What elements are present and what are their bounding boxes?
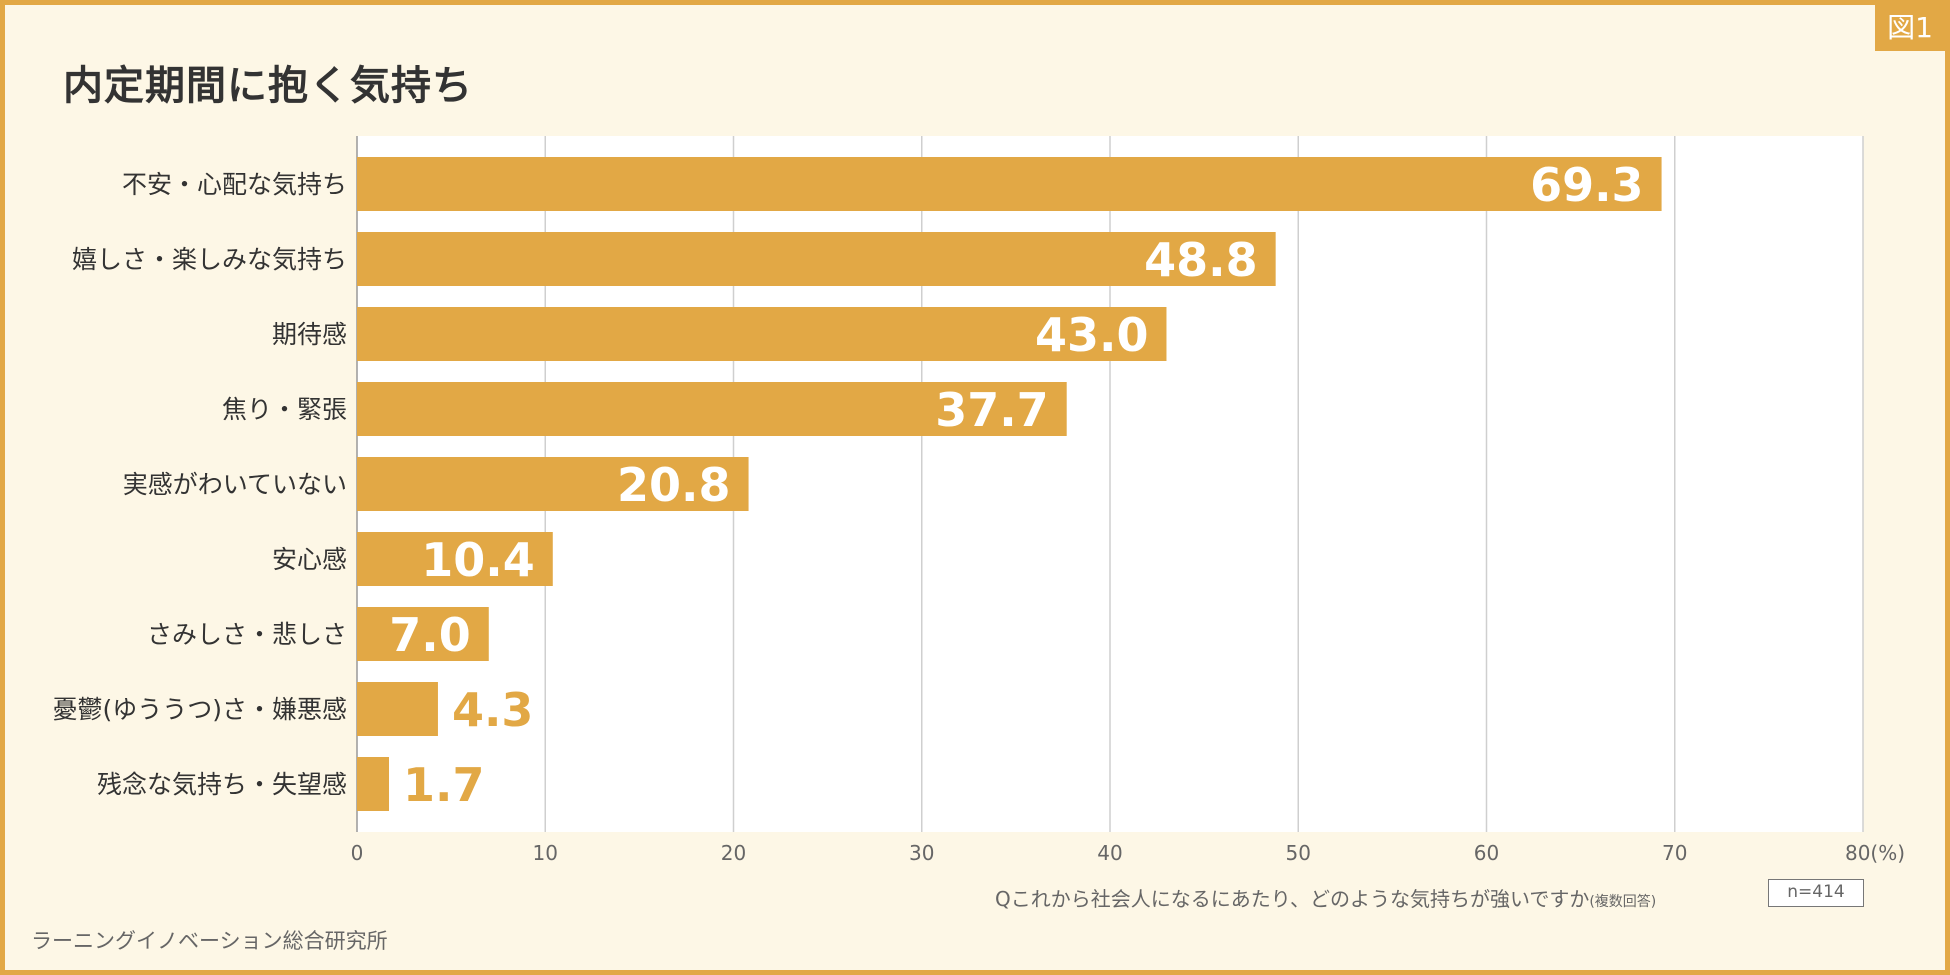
chart-title: 内定期間に抱く気持ち bbox=[63, 63, 473, 109]
x-tick-label: 20 bbox=[721, 841, 746, 865]
sample-size-badge: n=414 bbox=[1768, 879, 1864, 907]
question-text: Qこれから社会人になるにあたり、どのような気持ちが強いですか bbox=[995, 887, 1590, 911]
bar bbox=[357, 682, 438, 736]
category-label: さみしさ・悲しさ bbox=[147, 620, 347, 649]
bar bbox=[357, 457, 749, 511]
bar bbox=[357, 382, 1067, 436]
value-label: 43.0 bbox=[1035, 308, 1149, 362]
bar bbox=[357, 532, 553, 586]
x-tick-label: 70 bbox=[1662, 841, 1687, 865]
category-label: 実感がわいていない bbox=[123, 470, 347, 499]
x-tick-label: 80(%) bbox=[1845, 841, 1905, 865]
value-label: 48.8 bbox=[1144, 233, 1258, 287]
category-label: 憂鬱(ゆううつ)さ・嫌悪感 bbox=[52, 695, 347, 724]
bar-chart: 不安・心配な気持ち嬉しさ・楽しみな気持ち期待感焦り・緊張実感がわいていない安心感… bbox=[52, 136, 1905, 865]
value-label: 7.0 bbox=[389, 608, 471, 662]
category-label: 残念な気持ち・失望感 bbox=[97, 770, 347, 799]
x-tick-label: 10 bbox=[533, 841, 558, 865]
bar bbox=[357, 157, 1662, 211]
x-tick-labels: 0 10 20 30 40 50 60 70 80(%) bbox=[351, 841, 1905, 865]
bar bbox=[357, 232, 1276, 286]
x-tick-label: 40 bbox=[1097, 841, 1122, 865]
category-label: 安心感 bbox=[272, 545, 347, 574]
x-tick-label: 0 bbox=[351, 841, 364, 865]
bars bbox=[357, 157, 1662, 811]
x-tick-label: 50 bbox=[1286, 841, 1311, 865]
bar bbox=[357, 307, 1167, 361]
source-credit: ラーニングイノベーション総合研究所 bbox=[31, 929, 388, 953]
value-label: 69.3 bbox=[1530, 158, 1644, 212]
value-label: 1.7 bbox=[403, 758, 485, 812]
category-labels: 不安・心配な気持ち嬉しさ・楽しみな気持ち期待感焦り・緊張実感がわいていない安心感… bbox=[52, 170, 347, 799]
category-label: 嬉しさ・楽しみな気持ち bbox=[72, 245, 347, 274]
survey-question: Qこれから社会人になるにあたり、どのような気持ちが強いですか(複数回答) bbox=[995, 883, 1656, 912]
category-label: 不安・心配な気持ち bbox=[122, 170, 347, 199]
value-label: 20.8 bbox=[617, 458, 731, 512]
x-tick-label: 60 bbox=[1474, 841, 1499, 865]
question-note: (複数回答) bbox=[1589, 894, 1657, 910]
category-label: 焦り・緊張 bbox=[222, 395, 347, 424]
value-label: 4.3 bbox=[452, 683, 534, 737]
figure-badge: 図1 bbox=[1875, 5, 1945, 51]
x-tick-label: 30 bbox=[909, 841, 934, 865]
bar bbox=[357, 607, 489, 661]
bar bbox=[357, 757, 390, 811]
category-label: 期待感 bbox=[272, 320, 347, 349]
value-labels: 69.3 48.8 43.0 37.7 20.8 10.4 7.0 4.3 1.7 bbox=[389, 158, 1643, 812]
value-label: 10.4 bbox=[421, 533, 535, 587]
value-label: 37.7 bbox=[935, 383, 1049, 437]
